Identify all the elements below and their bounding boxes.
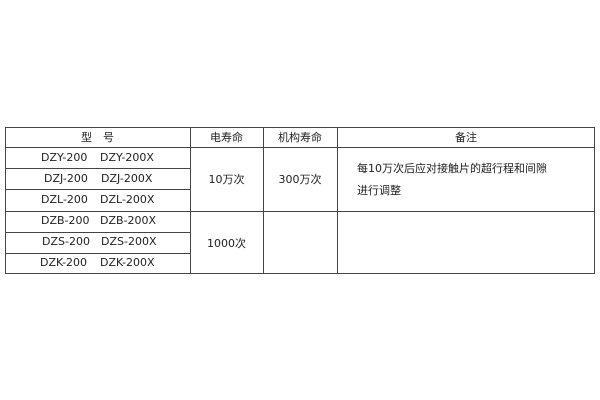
header-divider bbox=[5, 147, 595, 148]
group-divider bbox=[5, 211, 595, 212]
model-cell: DZB-200 bbox=[41, 214, 90, 227]
row-divider bbox=[5, 189, 190, 190]
header-electrical-life: 电寿命 bbox=[210, 131, 243, 144]
model-cell: DZS-200X bbox=[101, 235, 157, 248]
model-cell: DZS-200 bbox=[42, 235, 90, 248]
model-cell: DZL-200 bbox=[41, 193, 88, 206]
header-mechanical-life: 机构寿命 bbox=[278, 131, 322, 144]
row-divider bbox=[5, 232, 190, 233]
model-cell: DZY-200X bbox=[100, 151, 154, 164]
header-remarks: 备注 bbox=[455, 131, 477, 144]
row-divider bbox=[5, 253, 190, 254]
column-divider bbox=[337, 127, 338, 274]
row-divider bbox=[5, 168, 190, 169]
model-cell: DZL-200X bbox=[100, 193, 155, 206]
mechanical-life-group-2 bbox=[263, 211, 337, 274]
column-divider bbox=[190, 127, 191, 274]
spec-table bbox=[5, 127, 595, 274]
electrical-life-group-1: 10万次 bbox=[208, 173, 245, 186]
model-cell: DZJ-200X bbox=[101, 172, 153, 185]
model-cell: DZY-200 bbox=[41, 151, 88, 164]
remark-line-2: 进行调整 bbox=[357, 184, 401, 197]
model-cell: DZK-200 bbox=[40, 256, 88, 269]
header-model: 型 号 bbox=[81, 131, 114, 144]
electrical-life-group-2: 1000次 bbox=[207, 236, 246, 250]
model-cell: DZK-200X bbox=[100, 256, 155, 269]
model-cell: DZJ-200 bbox=[44, 172, 88, 185]
model-cell: DZB-200X bbox=[100, 214, 157, 227]
remark-line-1: 每10万次后应对接触片的超行程和间隙 bbox=[357, 162, 547, 175]
mechanical-life-group-1: 300万次 bbox=[278, 173, 322, 186]
column-divider bbox=[263, 127, 264, 274]
